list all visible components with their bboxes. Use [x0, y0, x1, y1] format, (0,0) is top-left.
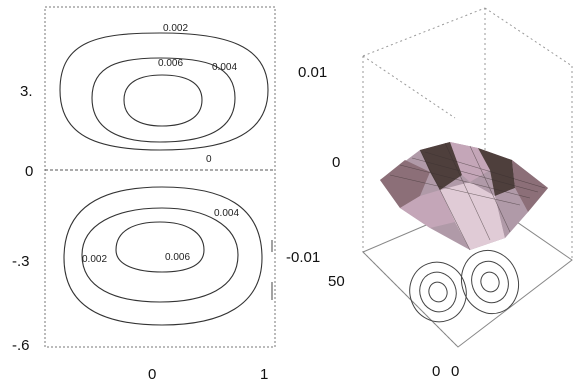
contour-label: 0.006 — [158, 58, 183, 69]
z-tick-label: 0 — [332, 154, 340, 171]
contour-upper-inner — [123, 74, 203, 127]
surface-face — [478, 148, 515, 196]
y-tick-label-3d: 0 — [432, 363, 440, 380]
contour-label: 0.004 — [212, 62, 237, 73]
surface-mesh — [389, 142, 546, 251]
y-tick-label: 0 — [25, 163, 33, 180]
surface-face — [400, 190, 455, 228]
surface-face — [512, 160, 548, 212]
contour-plot-frame — [44, 6, 276, 348]
surface — [380, 142, 548, 251]
contour-lower-mid — [81, 207, 239, 303]
base-contours — [409, 249, 519, 323]
surface-face — [495, 188, 528, 238]
z-tick-label: -0.01 — [286, 249, 320, 266]
contour-label: 0.002 — [82, 254, 107, 265]
contour-label: 0.002 — [163, 23, 188, 34]
contour-label: 0 — [206, 154, 212, 165]
surface-face — [450, 142, 490, 182]
x-tick-label: 1 — [260, 366, 268, 383]
surface-face — [380, 160, 430, 208]
contour-lower-inner — [115, 221, 205, 273]
x-tick-label-3d: 0 — [451, 363, 459, 380]
y-tick-label: -.3 — [12, 253, 30, 270]
contour-lower-outer — [63, 186, 263, 326]
contour-label: 0.006 — [165, 252, 190, 263]
z-tick-label: 0.01 — [298, 64, 327, 81]
y-tick-label: 3. — [20, 83, 33, 100]
contour-plot: 0.002 0.006 0.004 0 0.004 0.002 0.006 3.… — [12, 6, 276, 383]
contour-upper-mid — [91, 57, 236, 143]
y-tick-label-3d: 50 — [328, 273, 345, 290]
contour-upper-outer — [59, 32, 269, 151]
surface-face — [440, 182, 505, 250]
x-tick-label: 0 — [148, 366, 156, 383]
y-tick-label: -.6 — [12, 337, 30, 354]
surface-plot: 0.01 0 -0.01 50 0 0 — [286, 7, 573, 380]
contour-label: 0.004 — [214, 208, 239, 219]
